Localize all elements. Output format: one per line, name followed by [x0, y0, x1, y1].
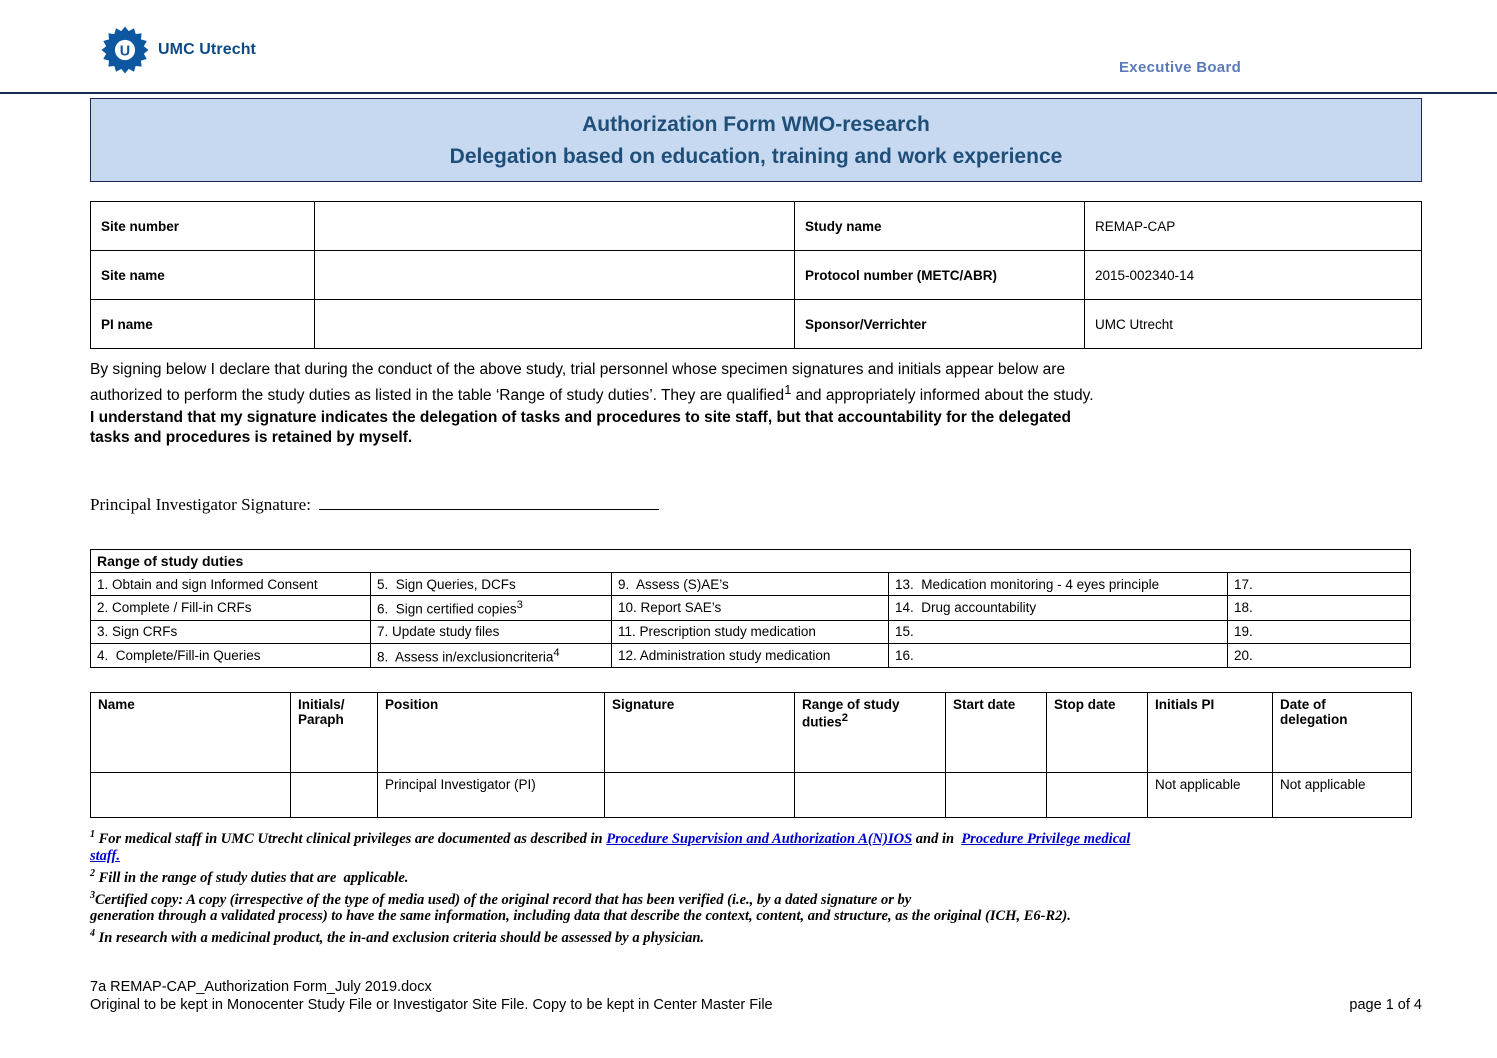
- svg-text:U: U: [120, 43, 130, 59]
